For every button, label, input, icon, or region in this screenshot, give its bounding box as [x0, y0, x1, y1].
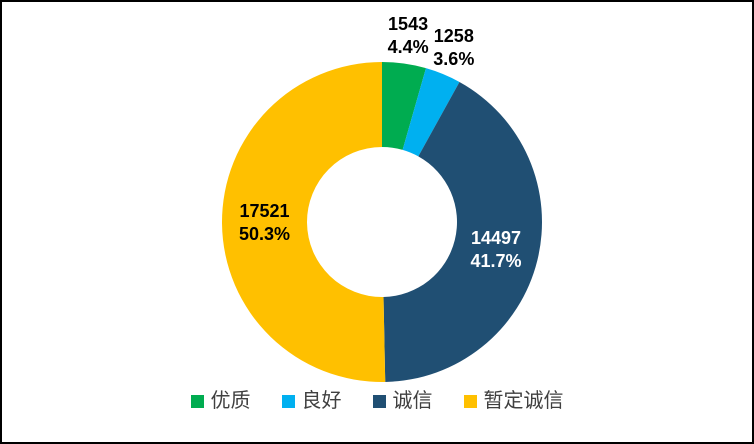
donut-slice-1	[402, 68, 460, 157]
legend-label: 良好	[301, 390, 342, 412]
slice-percent: 4.4%	[387, 36, 429, 57]
legend-item-3: 暂定诚信	[463, 390, 564, 412]
legend-swatch-icon	[372, 394, 386, 408]
legend-swatch-icon	[463, 394, 477, 408]
slice-label-2: 14497 41.7%	[471, 227, 522, 273]
slice-value: 14497	[471, 228, 522, 249]
legend-item-0: 优质	[190, 390, 251, 412]
chart-legend: 优质 良好 诚信 暂定诚信	[2, 385, 752, 417]
slice-percent: 3.6%	[433, 49, 475, 70]
slice-label-1: 1258 3.6%	[433, 25, 474, 71]
legend-swatch-icon	[281, 394, 295, 408]
slice-value: 17521	[239, 201, 290, 222]
legend-item-2: 诚信	[372, 390, 433, 412]
legend-swatch-icon	[190, 394, 204, 408]
slice-percent: 50.3%	[238, 224, 291, 245]
donut-slice-3	[222, 62, 386, 382]
slice-value: 1543	[388, 13, 429, 34]
legend-label: 优质	[210, 390, 251, 412]
donut-slice-0	[382, 62, 426, 150]
legend-label: 诚信	[392, 390, 433, 412]
slice-label-3: 17521 50.3%	[239, 200, 290, 246]
legend-label: 暂定诚信	[483, 390, 564, 412]
legend-item-1: 良好	[281, 390, 342, 412]
donut-slice-2	[383, 82, 542, 382]
slice-label-0: 1543 4.4%	[388, 13, 429, 59]
slice-percent: 41.7%	[470, 251, 522, 272]
slice-value: 1258	[433, 26, 474, 47]
